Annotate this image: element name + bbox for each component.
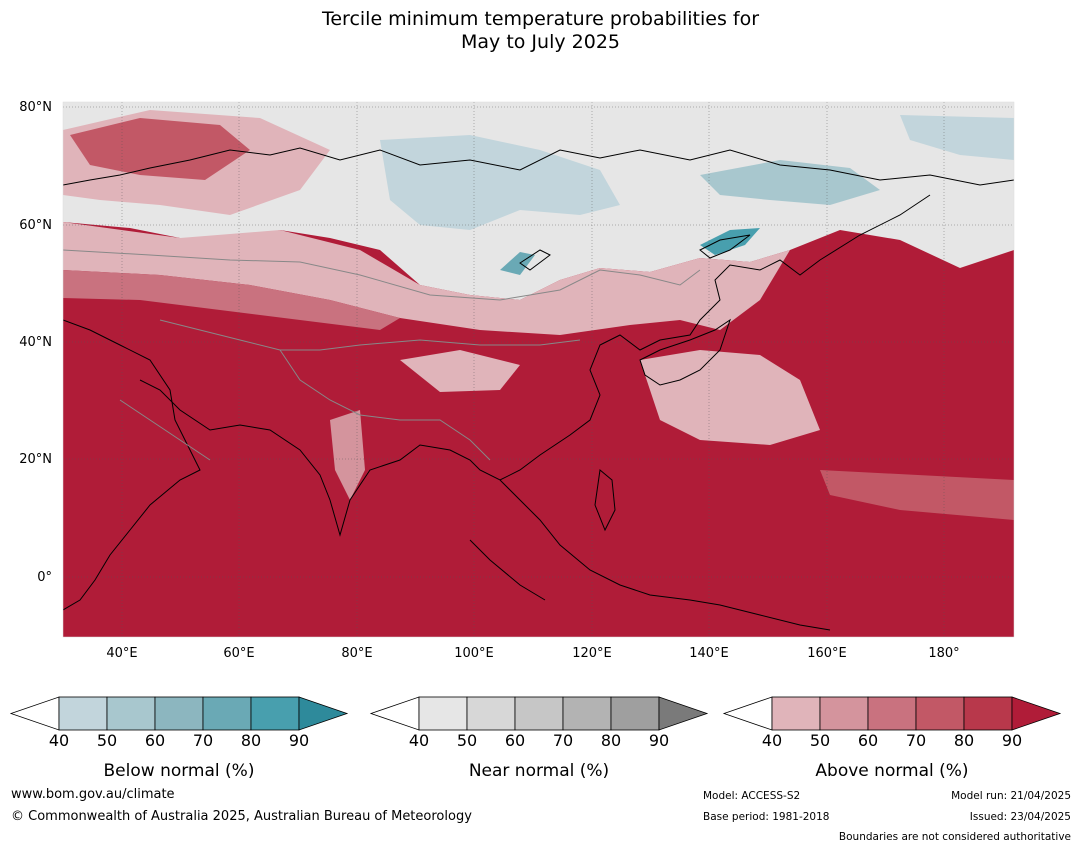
colorbar-tick-label: 60 (858, 731, 878, 750)
map-title: Tercile minimum temperature probabilitie… (0, 8, 1081, 54)
above-normal-north-west (70, 118, 250, 180)
colorbar-segment (154, 696, 204, 731)
colorbar-tick-label: 80 (954, 731, 974, 750)
colorbar-3: 40 50 60 70 80 90 Above normal (%) (722, 696, 1062, 781)
colorbar-segment (514, 696, 564, 731)
colorbar-tick-label: 80 (241, 731, 261, 750)
lon-label: 160°E (807, 646, 847, 661)
colorbar-segment (106, 696, 156, 731)
colorbar-segment (418, 696, 468, 731)
title-line-1: Tercile minimum temperature probabilitie… (321, 8, 760, 30)
colorbar-segment (867, 696, 917, 731)
longitude-labels: 40°E 60°E 80°E 100°E 120°E 140°E 160°E 1… (106, 646, 959, 661)
lat-label: 60°N (19, 218, 52, 233)
colorbar-segment (466, 696, 516, 731)
lon-label: 140°E (689, 646, 729, 661)
lon-label: 100°E (454, 646, 494, 661)
model-name: Model: ACCESS-S2 (703, 790, 801, 802)
lon-label: 120°E (572, 646, 612, 661)
map-frame (62, 101, 1015, 638)
graticule (63, 102, 1014, 637)
colorbar-tick-label: 60 (505, 731, 525, 750)
website-url[interactable]: www.bom.gov.au/climate (11, 787, 175, 802)
colorbar-high-arrow (298, 696, 349, 731)
colorbar-1: 40 50 60 70 80 90 Below normal (%) (9, 696, 349, 781)
disclaimer: Boundaries are not considered authoritat… (838, 831, 1071, 843)
colorbar-tick-label: 70 (193, 731, 213, 750)
above-normal-light-pacific (820, 470, 1014, 520)
near-normal-tibet-patch (400, 350, 520, 392)
colorbar-tick-label: 90 (289, 731, 309, 750)
colorbars: 40 50 60 70 80 90 Below normal (%) 40 50 60 70 80 90… (9, 696, 1062, 781)
above-normal-light-midlat (63, 222, 790, 335)
model-run-date: Model run: 21/04/2025 (951, 790, 1071, 802)
lon-label: 40°E (106, 646, 137, 661)
colorbar-segment (915, 696, 965, 731)
colorbar-high-arrow (658, 696, 709, 731)
colorbar-tick-label: 50 (97, 731, 117, 750)
colorbar-label: Below normal (%) (104, 761, 255, 781)
colorbar-high-arrow (1011, 696, 1062, 731)
coastlines (63, 147, 1014, 631)
colorbar-segment (819, 696, 869, 731)
colorbar-segment (58, 696, 108, 731)
colorbar-segment (202, 696, 252, 731)
colorbar-tick-label: 40 (49, 731, 69, 750)
map-panel (63, 102, 1014, 637)
above-normal-light-japan (640, 350, 820, 445)
country-borders (63, 249, 701, 461)
colorbar-segment (771, 696, 821, 731)
colorbar-low-arrow (722, 696, 773, 731)
colorbar-tick-label: 50 (810, 731, 830, 750)
colorbar-low-arrow (369, 696, 420, 731)
below-normal-lake-patch (500, 252, 535, 275)
colorbar-segment (250, 696, 300, 731)
colorbar-tick-label: 90 (649, 731, 669, 750)
colorbar-segment (963, 696, 1013, 731)
colorbar-tick-label: 90 (1002, 731, 1022, 750)
lon-label: 180° (928, 646, 959, 661)
above-normal-light-india (330, 410, 365, 500)
colorbar-tick-label: 60 (145, 731, 165, 750)
colorbar-segment (610, 696, 660, 731)
issued-date: Issued: 23/04/2025 (969, 811, 1071, 823)
colorbar-tick-label: 40 (762, 731, 782, 750)
colorbar-low-arrow (9, 696, 60, 731)
colorbar-tick-label: 50 (457, 731, 477, 750)
lon-label: 80°E (341, 646, 372, 661)
colorbar-tick-label: 70 (906, 731, 926, 750)
base-period: Base period: 1981-2018 (703, 811, 830, 823)
colorbar-tick-label: 80 (601, 731, 621, 750)
below-normal-strong-patch (700, 228, 760, 255)
colorbar-label: Near normal (%) (469, 761, 609, 781)
copyright-text: © Commonwealth of Australia 2025, Austra… (11, 809, 472, 824)
lat-label: 40°N (19, 335, 52, 350)
colorbar-2: 40 50 60 70 80 90 Near normal (%) (369, 696, 709, 781)
below-normal-region-northeast (900, 115, 1014, 160)
lat-label: 20°N (19, 452, 52, 467)
colorbar-tick-label: 40 (409, 731, 429, 750)
colorbar-tick-label: 70 (553, 731, 573, 750)
lon-label: 60°E (223, 646, 254, 661)
title-line-2: May to July 2025 (461, 31, 620, 53)
lat-label: 80°N (19, 100, 52, 115)
colorbar-segment (562, 696, 612, 731)
lat-label: 0° (37, 570, 52, 585)
above-normal-mid-midlat (63, 270, 400, 330)
below-normal-region-siberia (380, 135, 620, 230)
latitude-labels: 80°N 60°N 40°N 20°N 0° (19, 100, 52, 585)
colorbar-label: Above normal (%) (815, 761, 968, 781)
